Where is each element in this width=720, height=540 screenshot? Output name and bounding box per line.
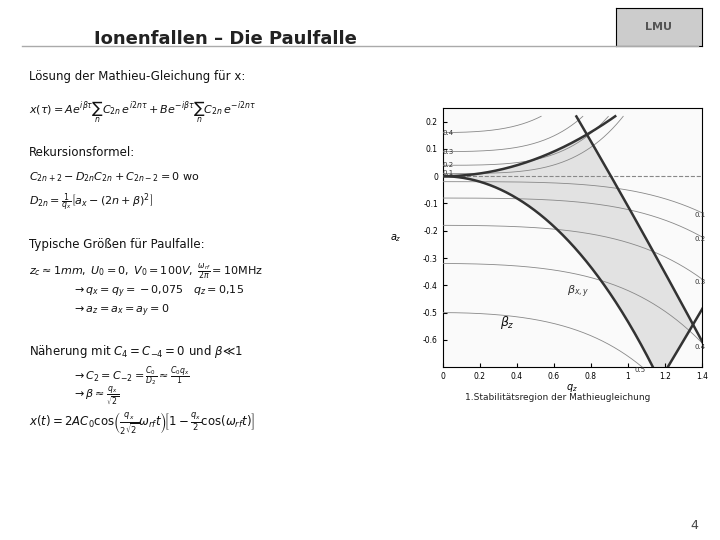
Text: 0.4: 0.4 (695, 344, 706, 350)
X-axis label: $q_z$: $q_z$ (567, 382, 578, 394)
Text: Rekursionsformel:: Rekursionsformel: (29, 146, 135, 159)
Text: Typische Größen für Paulfalle:: Typische Größen für Paulfalle: (29, 238, 204, 251)
Text: $z_c \approx 1mm,\; U_0=0,\; V_0=100V,\; \frac{\omega_{rf}}{2\pi}=10\mathrm{MHz}: $z_c \approx 1mm,\; U_0=0,\; V_0=100V,\;… (29, 262, 263, 282)
Text: 0.3: 0.3 (695, 279, 706, 285)
Text: 0.2: 0.2 (695, 236, 706, 242)
Text: 0.2: 0.2 (443, 163, 454, 168)
Text: $a_z$: $a_z$ (390, 232, 402, 244)
Text: 1.Stabilitätsregion der Mathieugleichung: 1.Stabilitätsregion der Mathieugleichung (465, 393, 651, 402)
Text: $\rightarrow \beta \approx \frac{q_x}{\sqrt{2}}$: $\rightarrow \beta \approx \frac{q_x}{\s… (72, 384, 120, 408)
Text: LMU: LMU (645, 22, 672, 32)
Text: $C_{2n+2} - D_{2n}C_{2n} + C_{2n-2} = 0$ wo: $C_{2n+2} - D_{2n}C_{2n} + C_{2n-2} = 0$… (29, 170, 199, 184)
Text: 0.3: 0.3 (443, 148, 454, 154)
Text: $\beta_{x,y}$: $\beta_{x,y}$ (567, 284, 590, 300)
Text: 0.4: 0.4 (443, 130, 454, 136)
Text: 0.1: 0.1 (443, 171, 454, 177)
Text: Lösung der Mathieu-Gleichung für x:: Lösung der Mathieu-Gleichung für x: (29, 70, 246, 83)
Text: $x(\tau) = Ae^{i\beta\tau}\sum_n C_{2n}\,e^{i2n\tau} + Be^{-i\beta\tau}\sum_n C_: $x(\tau) = Ae^{i\beta\tau}\sum_n C_{2n}\… (29, 100, 256, 125)
Text: $D_{2n} = \frac{1}{q_x}\left[a_x - (2n+\beta)^2\right]$: $D_{2n} = \frac{1}{q_x}\left[a_x - (2n+\… (29, 192, 153, 214)
Text: $x(t) = 2AC_0\cos\!\left(\frac{q_x}{2\sqrt{2}}\omega_{rf}t\right)\!\left[1 - \fr: $x(t) = 2AC_0\cos\!\left(\frac{q_x}{2\sq… (29, 410, 255, 436)
Text: Näherung mit $C_4 = C_{-4} = 0$ und $\beta\!\ll\!1$: Näherung mit $C_4 = C_{-4} = 0$ und $\be… (29, 343, 243, 360)
Text: 4: 4 (690, 519, 698, 532)
Text: $\rightarrow q_x = q_y = -0{,}075\quad q_z = 0{,}15$: $\rightarrow q_x = q_y = -0{,}075\quad q… (72, 284, 244, 300)
Text: 0.1: 0.1 (695, 212, 706, 218)
Text: $\beta_z$: $\beta_z$ (500, 314, 515, 330)
Text: $\rightarrow a_z = a_x = a_y = 0$: $\rightarrow a_z = a_x = a_y = 0$ (72, 302, 170, 319)
Text: Ionenfallen – Die Paulfalle: Ionenfallen – Die Paulfalle (94, 30, 356, 48)
Text: $\rightarrow C_2 = C_{-2} = \frac{C_0}{D_2} \approx \frac{C_0 q_x}{1}$: $\rightarrow C_2 = C_{-2} = \frac{C_0}{D… (72, 364, 190, 389)
Text: 0.5: 0.5 (634, 367, 646, 373)
